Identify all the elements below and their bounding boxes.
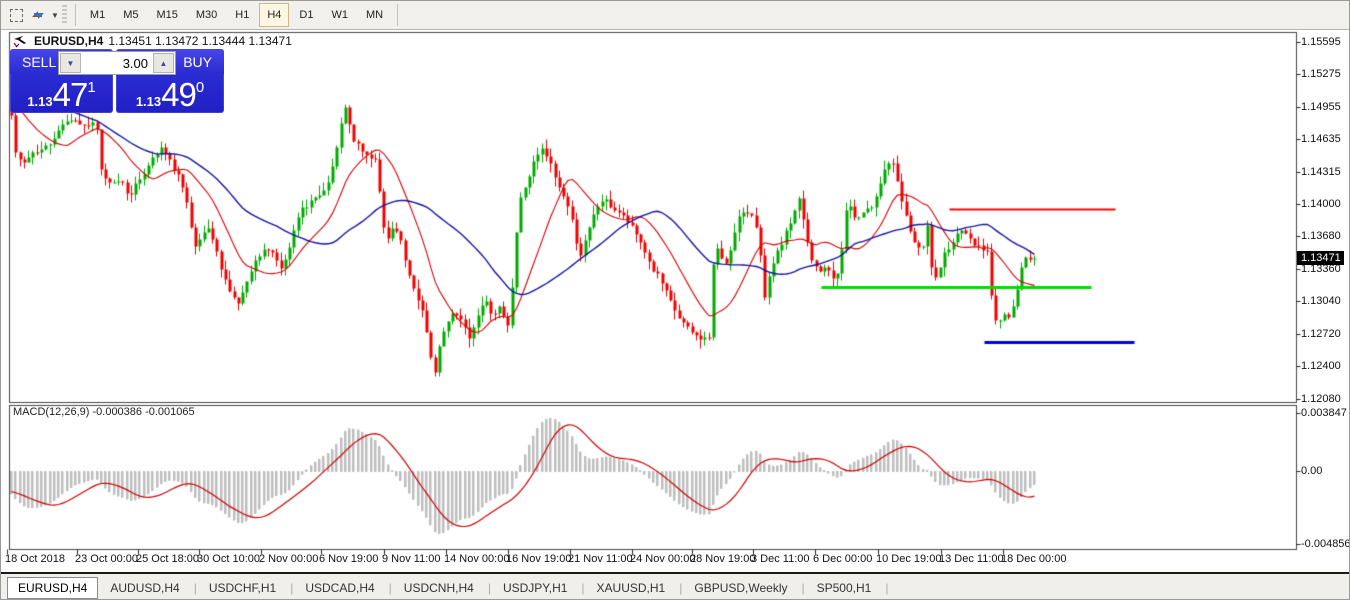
time-axis-label: 6 Nov 19:00 [319,553,379,565]
sell-price: 1.13471 [10,78,113,111]
price-axis-label: 1.12080 [1301,392,1341,405]
tab-separator: | [193,580,197,595]
buy-price: 1.13490 [116,78,224,111]
price-axis-label: 1.15275 [1301,68,1341,81]
chart-tab-sp500-h1[interactable]: SP500,H1 [816,580,872,595]
time-axis-label: 30 Oct 10:00 [197,553,260,565]
timeframe-button-h1[interactable]: H1 [235,9,250,21]
macd-axis-label: 0.00 [1301,465,1323,477]
timeframe-button-m30[interactable]: M30 [195,9,218,21]
buy-price-sup: 0 [195,79,205,96]
time-axis-label: 2 Nov 00:00 [259,553,319,565]
time-axis-label: 25 Oct 18:00 [136,553,199,565]
volume-input[interactable]: 3.00 [122,55,148,71]
macd-indicator-label: MACD(12,26,9) -0.000386 -0.001065 [13,406,195,418]
timeframe-button-w1[interactable]: W1 [331,9,348,21]
toolbar-separator [397,4,399,26]
chart-tab-usdcnh-h4[interactable]: USDCNH,H4 [403,580,474,595]
time-axis-label: 21 Nov 11:00 [568,553,633,565]
tab-separator: | [388,580,392,595]
timeframe-button-d1[interactable]: D1 [299,9,314,21]
time-axis-label: 6 Dec 00:00 [813,553,873,565]
buy-price-prefix: 1.13 [135,94,162,109]
time-axis-label: 3 Dec 11:00 [751,553,810,565]
toolbar-grip[interactable] [61,5,67,25]
sell-price-big: 47 [52,76,89,113]
price-axis-label: 1.14000 [1301,197,1341,210]
timeframe-buttons: M1 M5 M15 M30 H1 H4 D1 W1 MN [81,3,392,27]
time-axis-label: 9 Nov 11:00 [382,553,441,565]
volume-decrease-button[interactable]: ▼ [60,53,81,73]
arrows-icon[interactable] [28,5,48,25]
price-axis-label: 1.15595 [1301,36,1341,48]
timeframe-button-mn[interactable]: MN [365,9,384,21]
stepper-up-icon: ▲ [159,58,168,68]
chart-tab-xauusd-h1[interactable]: XAUUSD,H1 [596,580,666,595]
quote-line: 1.13451 1.13472 1.13444 1.13471 [108,34,292,48]
price-axis-label: 1.14635 [1301,133,1341,146]
timeframe-button-m15[interactable]: M15 [156,9,178,21]
time-axis-label: 16 Nov 19:00 [506,553,572,565]
price-axis-label: 1.13040 [1301,295,1341,308]
chart-tab-usdjpy-h1[interactable]: USDJPY,H1 [502,580,568,595]
time-axis-label: 13 Dec 11:00 [939,553,1004,565]
price-axis-label: 1.13360 [1301,262,1341,275]
buy-price-big: 49 [161,76,197,113]
macd-axis-label: 0.003847 [1301,407,1347,420]
buy-panel[interactable]: BUY 1.13490 [116,49,224,113]
time-axis-label: 28 Nov 19:00 [690,553,756,565]
timeframe-button-m1[interactable]: M1 [89,9,106,21]
chart-shift-icon[interactable] [6,5,26,25]
price-axis-label: 1.14315 [1301,165,1341,178]
chart-tab-usdchf-h1[interactable]: USDCHF,H1 [208,580,277,595]
tab-separator: | [885,580,889,595]
chart-tab-bar: EURUSD,H4 AUDUSD,H4 | USDCHF,H1 | USDCAD,H4 | U… [1,572,1349,599]
sell-price-sup: 1 [87,79,96,96]
one-click-trading-widget: SELL 1.13471 BUY 1.13490 ▼ 3.00 ▲ [10,49,224,113]
timeframe-button-m5[interactable]: M5 [123,9,139,21]
chart-tab-gbpusd-weekly[interactable]: GBPUSD,Weekly [694,580,788,595]
chart-tab-usdcad-h4[interactable]: USDCAD,H4 [305,580,375,595]
tab-separator: | [487,580,491,595]
tab-separator: | [679,580,683,595]
stepper-down-icon: ▼ [66,58,75,68]
chart-tab-eurusd-h4[interactable]: EURUSD,H4 [7,576,99,599]
price-axis-label: 1.14955 [1301,100,1341,113]
time-axis-label: 18 Oct 2018 [5,553,65,565]
chart-title: EURUSD,H4 1.13451 1.13472 1.13444 1.1347… [13,34,292,48]
timeframe-button-h4[interactable]: H4 [259,3,290,27]
price-axis-label: 1.12400 [1301,360,1341,373]
tab-separator: | [801,580,805,595]
tab-separator: | [581,580,585,595]
symbol-period: EURUSD,H4 [34,34,104,48]
time-axis-label: 18 Dec 00:00 [1001,553,1067,565]
current-price-badge: 1.13471 [1297,250,1344,265]
time-axis-label: 10 Dec 19:00 [876,553,942,565]
time-axis-label: 24 Nov 00:00 [630,553,696,565]
macd-axis-label: -0.004856 [1301,537,1350,550]
macd-values: -0.000386 -0.001065 [92,406,195,418]
price-axis-label: 1.12720 [1301,327,1341,340]
time-axis-label: 14 Nov 00:00 [444,553,510,565]
chart-tab-audusd-h4[interactable]: AUDUSD,H4 [110,580,180,595]
volume-increase-button[interactable]: ▲ [153,53,174,73]
time-axis-label: 23 Oct 00:00 [75,553,138,565]
toolbar-separator [74,4,76,26]
sell-price-prefix: 1.13 [27,94,53,109]
dropdown-caret-icon[interactable]: ▼ [51,10,59,20]
price-axis-label: 1.13680 [1301,230,1341,243]
tab-separator: | [290,580,294,595]
volume-stepper: ▼ 3.00 ▲ [58,51,176,75]
chart-cursor-icon [13,35,29,48]
macd-name: MACD(12,26,9) [13,406,90,418]
toolbar: ▼ M1 M5 M15 M30 H1 H4 D1 W1 MN [1,1,1349,30]
